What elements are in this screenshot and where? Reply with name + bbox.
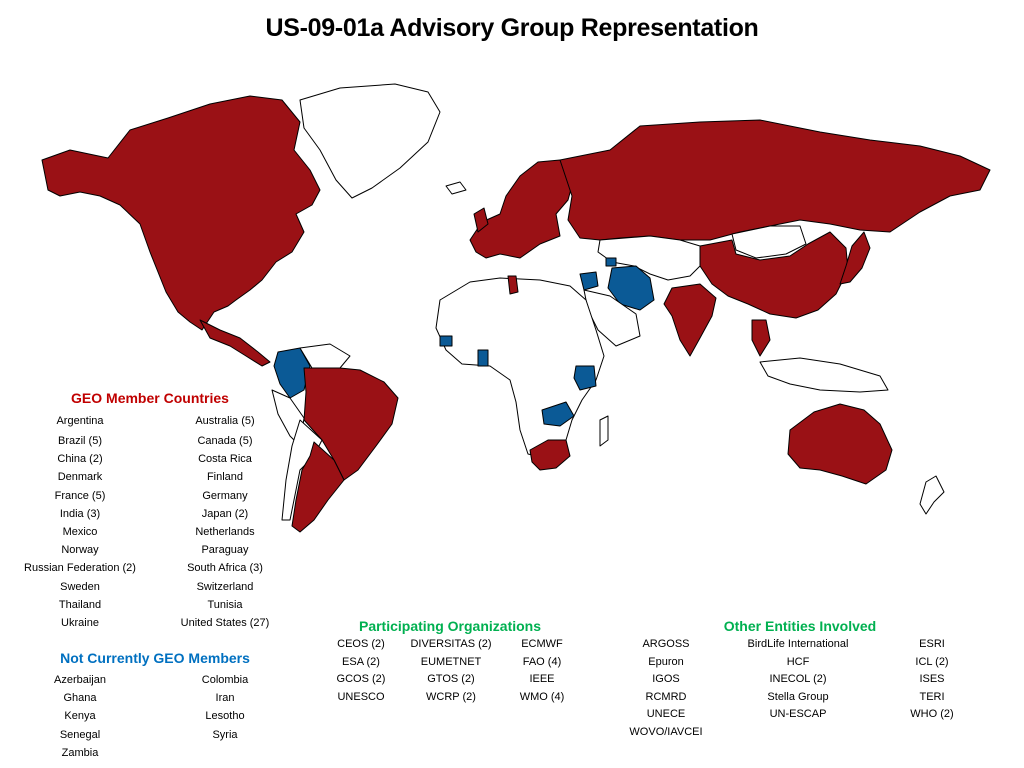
participating-organization: WCRP (2) <box>426 690 476 703</box>
world-map <box>41 83 991 533</box>
other-entity: WOVO/IAVCEI <box>629 726 703 738</box>
geo-member-country: Denmark <box>57 471 103 484</box>
geo-member-country: Switzerland <box>196 580 254 593</box>
japan <box>839 231 871 285</box>
zambia <box>541 401 575 427</box>
other-entity: ICL (2) <box>915 655 949 668</box>
participating-organization: IEEE <box>529 673 555 686</box>
geo-member-country: Mexico <box>62 526 98 538</box>
non-member-country: Syria <box>212 728 238 741</box>
organizations-heading: Participating Organizations <box>358 618 542 634</box>
other-entity: ARGOSS <box>642 638 690 650</box>
other-entity: IGOS <box>652 673 680 686</box>
central-america <box>199 319 271 367</box>
geo-member-country: Japan (2) <box>201 507 249 520</box>
participating-organization: CEOS (2) <box>337 638 385 650</box>
greenland <box>299 83 441 199</box>
geo-member-country: United States (27) <box>180 617 270 629</box>
other-entity: BirdLife International <box>747 638 849 650</box>
other-entities-heading: Other Entities Involved <box>723 618 877 634</box>
non-member-country: Iran <box>215 692 235 705</box>
other-entity: RCMRD <box>645 690 687 703</box>
non-member-country: Senegal <box>59 728 101 741</box>
geo-member-country: Thailand <box>58 598 102 611</box>
azerbaijan <box>605 257 617 267</box>
geo-member-country: Paraguay <box>201 544 249 557</box>
geo-member-country: Tunisia <box>207 598 243 611</box>
other-entity: Stella Group <box>767 690 829 703</box>
participating-organization: UNESCO <box>337 690 385 703</box>
geo-member-country: Netherlands <box>195 526 255 538</box>
non-member-country: Colombia <box>201 674 249 686</box>
geo-member-country: India (3) <box>59 507 101 520</box>
geo-member-country: Argentina <box>56 415 104 427</box>
page-title: US-09-01a Advisory Group Representation <box>265 14 759 42</box>
geo-member-country: China (2) <box>57 453 103 466</box>
mongolia <box>731 225 807 259</box>
non-member-country: Azerbaijan <box>54 674 106 686</box>
other-entity: ISES <box>919 673 945 686</box>
madagascar <box>599 415 609 447</box>
indonesia <box>759 357 889 393</box>
participating-organization: EUMETNET <box>420 655 482 668</box>
geo-members-heading: GEO Member Countries <box>71 390 229 406</box>
geo-member-country: South Africa (3) <box>187 562 263 575</box>
other-entity: Epuron <box>648 655 684 668</box>
brazil <box>303 367 399 481</box>
other-entity: WHO (2) <box>910 708 954 721</box>
other-entity: TERI <box>919 690 945 703</box>
other-entity: UN-ESCAP <box>769 708 827 721</box>
geo-member-country: Sweden <box>60 580 100 593</box>
russia <box>559 119 991 241</box>
other-entity: UNECE <box>646 708 686 721</box>
north-america <box>41 95 321 331</box>
argentina-paraguay <box>291 441 345 533</box>
geo-member-country: Costa Rica <box>198 453 252 466</box>
non-member-country: Lesotho <box>205 710 245 723</box>
geo-member-country: Brazil (5) <box>57 435 102 447</box>
other-entity: INECOL (2) <box>769 673 827 686</box>
non-member-country: Zambia <box>61 746 99 759</box>
kenya <box>573 365 597 391</box>
participating-organization: ESA (2) <box>342 655 380 668</box>
tunisia <box>507 275 519 295</box>
non-member-country: Kenya <box>64 710 96 723</box>
iceland <box>445 181 467 195</box>
venezuela <box>299 343 351 369</box>
non-member-country: Ghana <box>63 692 97 705</box>
australia <box>787 403 893 485</box>
participating-organization: GTOS (2) <box>427 673 475 686</box>
geo-member-country: Finland <box>206 471 244 484</box>
participating-organization: WMO (4) <box>519 690 565 703</box>
other-entity: ESRI <box>919 638 945 650</box>
participating-organization: ECMWF <box>521 638 563 650</box>
geo-member-country: Canada (5) <box>197 435 253 447</box>
thailand <box>751 319 771 357</box>
participating-organization: FAO (4) <box>522 655 562 668</box>
uk-ireland <box>473 207 489 233</box>
participating-organization: GCOS (2) <box>336 673 386 686</box>
geo-member-country: Australia (5) <box>195 415 255 427</box>
geo-member-country: Russian Federation (2) <box>24 562 136 575</box>
iran <box>607 265 655 311</box>
europe-members <box>469 159 575 259</box>
geo-member-country: France (5) <box>54 489 106 502</box>
geo-member-country: Ukraine <box>61 617 99 629</box>
other-entity: HCF <box>786 655 810 668</box>
syria <box>579 271 599 291</box>
non-members-heading: Not Currently GEO Members <box>60 650 250 666</box>
participating-organization: DIVERSITAS (2) <box>410 638 492 650</box>
india <box>663 283 717 357</box>
senegal <box>439 335 453 347</box>
geo-member-country: Germany <box>202 489 248 502</box>
south-africa <box>529 439 571 471</box>
ghana <box>477 349 489 367</box>
geo-member-country: Norway <box>61 544 99 557</box>
new-zealand <box>919 475 945 515</box>
